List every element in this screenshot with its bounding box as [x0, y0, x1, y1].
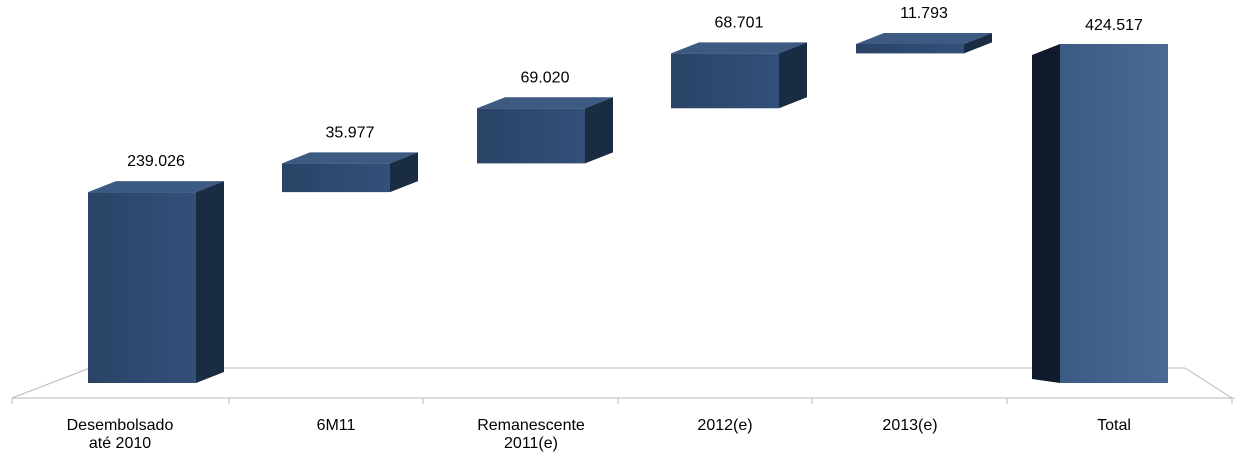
- value-labels: 239.026 35.977 69.020 68.701 11.793 424.517: [127, 5, 1143, 170]
- category-label: 2012(e): [697, 417, 752, 434]
- category-labels: Desembolsado até 2010 6M11 Remanescente 2011…: [67, 417, 1131, 452]
- floor-left-edge: [11, 367, 91, 399]
- category-label: Remanescente 2011(e): [477, 417, 585, 452]
- bar-top-face: [282, 152, 418, 164]
- category-label: 2013(e): [882, 417, 937, 434]
- bar-3: [671, 53, 779, 109]
- bar-1: [282, 163, 390, 193]
- category-label: Total: [1097, 417, 1131, 434]
- bar-side-face: [196, 181, 224, 383]
- bar-total: [1060, 44, 1168, 383]
- category-label: Desembolsado até 2010: [67, 417, 174, 452]
- bar-0: [88, 192, 196, 383]
- floor-right-edge: [1184, 367, 1233, 399]
- value-label: 68.701: [715, 14, 764, 31]
- bars-group: [88, 33, 1168, 383]
- bar-top-face: [671, 42, 807, 54]
- bar-side-face: [964, 33, 992, 54]
- category-label: 6M11: [317, 417, 356, 434]
- bar-top-face: [856, 33, 992, 44]
- bar-side-face: [585, 97, 613, 164]
- bar-4: [856, 44, 964, 54]
- bar-total-side: [1032, 44, 1060, 383]
- chart-floor: [11, 367, 1235, 404]
- bar-side-face: [390, 152, 418, 193]
- bar-side-face: [779, 42, 807, 109]
- bar-top-face: [88, 181, 224, 193]
- value-label: 239.026: [127, 153, 185, 170]
- value-label: 69.020: [521, 69, 570, 86]
- value-label: 424.517: [1085, 17, 1143, 34]
- bar-2: [477, 108, 585, 164]
- value-label: 35.977: [326, 124, 375, 141]
- bar-top-face: [477, 97, 613, 109]
- value-label: 11.793: [900, 5, 948, 22]
